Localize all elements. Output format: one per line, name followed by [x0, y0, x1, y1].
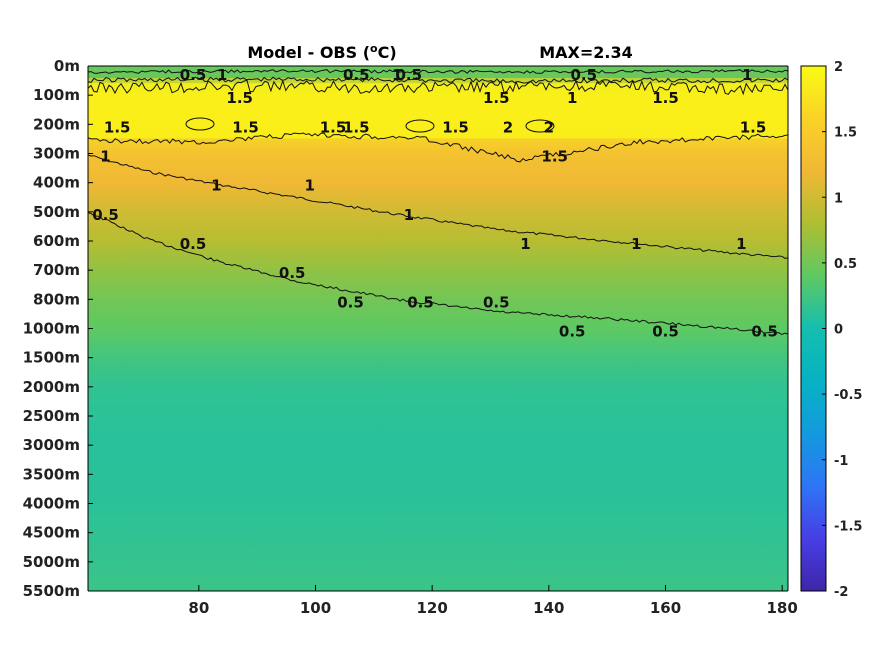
contour-lines	[87, 69, 789, 336]
contour-label: 1	[567, 89, 577, 107]
contour-2-closed	[185, 117, 215, 131]
y-tick-label: 5000m	[23, 553, 80, 571]
contour-label: 1.5	[652, 89, 679, 107]
y-tick-label: 2500m	[23, 407, 80, 425]
colorbar-tick-label: -1	[834, 454, 848, 469]
contour-label: 0.5	[343, 66, 370, 84]
surface-strip	[88, 66, 788, 78]
x-tick-label: 180	[767, 599, 798, 617]
colorbar-tick-label: 2	[834, 60, 843, 75]
contour-0-5-surface	[87, 69, 789, 74]
contour-label: 1.5	[226, 89, 253, 107]
colorbar: 2 1.5 1 0.5 0 -0.5 -1 -1.5 -2	[800, 60, 862, 600]
contour-label: 1	[404, 206, 414, 224]
heatmap-background	[88, 66, 788, 591]
contour-label: 1	[736, 235, 746, 253]
y-tick-label: 0m	[54, 57, 80, 75]
contour-label: 1	[211, 177, 221, 195]
contour-label: 0.5	[396, 66, 423, 84]
contour-label: 0.5	[279, 264, 306, 282]
y-tick-label: 3500m	[23, 465, 80, 483]
contour-label: 1	[304, 177, 314, 195]
colorbar-tick-label: -1.5	[834, 519, 862, 534]
contour-label: 1	[392, 66, 402, 84]
x-tick-label: 80	[188, 599, 209, 617]
x-tick-label: 160	[650, 599, 681, 617]
contour-label: 0.5	[652, 323, 679, 341]
colorbar-tick-label: 0.5	[834, 257, 857, 272]
contour-2-closed	[525, 119, 555, 133]
title-unit-end: C)	[378, 43, 397, 62]
y-tick-label: 1500m	[23, 349, 80, 367]
y-tick-label: 1000m	[23, 320, 80, 338]
contour-label: 0.5	[180, 66, 207, 84]
y-tick-label: 400m	[33, 174, 80, 192]
contour-label: 2	[503, 118, 513, 136]
colorbar-tick-label: 0	[834, 323, 843, 338]
contour-label: 1.5	[343, 118, 370, 136]
contour-1	[87, 154, 789, 259]
y-tick-label: 4000m	[23, 495, 80, 513]
contour-label: 1	[631, 235, 641, 253]
y-tick-label: 5500m	[23, 582, 80, 600]
contour-label: 1	[520, 235, 530, 253]
y-tick-label: 300m	[33, 145, 80, 163]
y-tick-label: 100m	[33, 86, 80, 104]
contour-label: 0.5	[559, 323, 586, 341]
colorbar-tick-label: 1	[834, 191, 843, 206]
contour-label: 0.5	[337, 293, 364, 311]
contour-label: 1	[217, 66, 227, 84]
max-label: MAX=2.34	[539, 43, 633, 62]
y-tick-label: 3000m	[23, 436, 80, 454]
contour-label: 1.5	[541, 148, 568, 166]
title-main: Model - OBS (	[247, 43, 370, 62]
contour-1-5-upper	[87, 79, 789, 96]
y-axis: 0m 100m 200m 300m 400m 500m 600m 700m 800m 1000m 1…	[23, 57, 93, 600]
y-tick-label: 600m	[33, 232, 80, 250]
contour-label: 0.5	[751, 323, 778, 341]
y-tick-label: 800m	[33, 290, 80, 308]
warm-band	[88, 83, 788, 139]
colorbar-tick-label: -2	[834, 585, 848, 600]
y-tick-label: 2000m	[23, 378, 80, 396]
x-tick-label: 140	[533, 599, 564, 617]
colorbar-bar	[800, 65, 827, 592]
contour-label: 0.5	[483, 293, 510, 311]
contour-label: 1.5	[104, 118, 131, 136]
contour-label: 0.5	[92, 206, 119, 224]
contour-label: 2	[544, 118, 554, 136]
x-tick-label: 100	[300, 599, 331, 617]
y-tick-label: 500m	[33, 203, 80, 221]
contour-label: 0.5	[571, 66, 598, 84]
y-tick-label: 700m	[33, 261, 80, 279]
contour-label: 0.5	[407, 293, 434, 311]
y-tick-label: 200m	[33, 115, 80, 133]
contour-label: 1.5	[442, 118, 469, 136]
colorbar-tick-label: 1.5	[834, 126, 857, 141]
contour-label: 1.5	[232, 118, 259, 136]
contour-label: 1.5	[483, 89, 510, 107]
contour-label: 1	[742, 66, 752, 84]
contour-label: 0.5	[180, 235, 207, 253]
colorbar-tick-label: -0.5	[834, 388, 862, 403]
plot-area	[88, 66, 788, 591]
x-axis: 80 100 120 140 160 180	[88, 65, 798, 617]
contour-1-5-lower	[87, 132, 789, 163]
contour-1-surface	[87, 76, 789, 84]
x-tick-label: 120	[417, 599, 448, 617]
contour-2-closed	[405, 119, 435, 133]
y-tick-label: 4500m	[23, 524, 80, 542]
contour-0-5	[87, 212, 789, 336]
title-unit-sup: o	[370, 42, 378, 55]
chart-title: Model - OBS (oC)	[247, 42, 396, 62]
contour-label: 1.5	[740, 118, 767, 136]
contour-label: 1	[100, 148, 110, 166]
contour-label: 1.5	[320, 118, 347, 136]
